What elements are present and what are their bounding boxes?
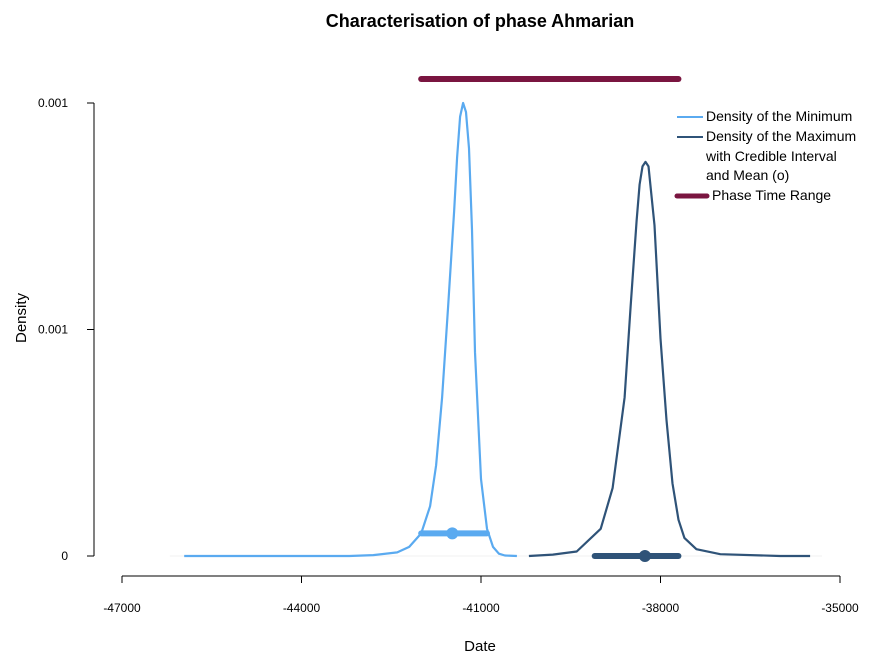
- density-maximum-line: [528, 160, 811, 558]
- legend-phase-range-label: Phase Time Range: [712, 187, 831, 203]
- x-tick-label: -38000: [642, 601, 680, 615]
- x-axis-label: Date: [464, 638, 496, 654]
- plot-marks: [169, 76, 823, 562]
- y-tick-label: 0.001: [38, 323, 68, 337]
- legend: Density of the Minimum Density of the Max…: [674, 108, 856, 203]
- axes: -47000 -44000 -41000 -38000 -35000 0 0.001 0.00…: [38, 96, 859, 615]
- x-tick-label: -44000: [283, 601, 321, 615]
- mean-point-minimum: [446, 527, 459, 540]
- y-axis-label: Density: [13, 292, 30, 343]
- density-minimum-line: [184, 101, 517, 558]
- x-tick-label: -35000: [821, 601, 859, 615]
- legend-credible-interval-label: with Credible Interval: [705, 148, 837, 164]
- legend-minimum-label: Density of the Minimum: [706, 108, 852, 124]
- y-tick-label: 0: [61, 549, 68, 563]
- mean-point-maximum: [638, 550, 651, 562]
- chart-title: Characterisation of phase Ahmarian: [326, 11, 634, 31]
- y-tick-label: 0.001: [38, 96, 68, 110]
- legend-maximum-label: Density of the Maximum: [706, 128, 856, 144]
- x-tick-label: -41000: [462, 601, 500, 615]
- x-tick-label: -47000: [103, 601, 141, 615]
- legend-mean-label: and Mean (o): [706, 167, 789, 183]
